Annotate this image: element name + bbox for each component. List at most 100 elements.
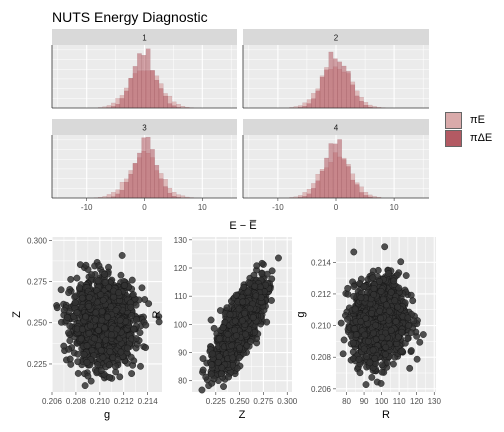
- scatter-point: [82, 313, 90, 321]
- scatter-point: [104, 313, 111, 321]
- scatter-point: [97, 291, 105, 299]
- scatter-point: [74, 350, 82, 358]
- x-axis-label: E − E̅: [229, 220, 257, 232]
- scatter-point: [60, 342, 68, 350]
- x-tick-label: 0.225: [206, 397, 227, 406]
- scatter-point: [109, 354, 117, 362]
- histogram-bar-facet3-series1: [119, 189, 125, 199]
- scatter-point: [65, 289, 72, 297]
- scatter-point: [218, 364, 226, 372]
- scatter-point: [394, 303, 402, 311]
- scatter-point: [381, 243, 389, 251]
- scatter-point: [383, 301, 390, 309]
- scatter-point: [379, 295, 387, 303]
- scatter-point: [65, 345, 73, 353]
- histogram-bar-facet4-series1: [328, 143, 334, 199]
- y-tick-label: 0.300: [27, 236, 48, 245]
- scatter-point: [215, 353, 223, 361]
- scatter-point: [95, 326, 102, 334]
- x-tick-label: 90: [360, 397, 369, 406]
- y-axis-label-0: Z: [11, 311, 23, 318]
- x-tick-label: 0.250: [230, 397, 251, 406]
- legend-label-pi-e: πE: [470, 114, 485, 126]
- scatter-point: [360, 345, 368, 353]
- scatter-point: [378, 333, 386, 341]
- scatter-point: [376, 278, 383, 285]
- scatter-point: [199, 366, 207, 374]
- legend-label-pi-de: πΔE: [470, 132, 493, 144]
- scatter-point: [67, 275, 75, 283]
- histogram-bar-facet4-series1: [311, 188, 316, 199]
- scatter-point: [404, 314, 412, 322]
- scatter-point: [94, 277, 102, 285]
- scatter-point: [82, 261, 90, 269]
- histogram-bar-facet1-series1: [132, 66, 138, 109]
- scatter-point: [361, 331, 369, 339]
- scatter-point: [398, 328, 406, 336]
- scatter-point: [208, 361, 216, 369]
- scatter-point: [101, 279, 109, 287]
- y-axis-label-2: g: [295, 311, 307, 317]
- scatter-point: [405, 322, 413, 330]
- scatter-point: [73, 309, 81, 316]
- scatter-point: [66, 322, 74, 330]
- scatter-point: [198, 386, 206, 394]
- scatter-point: [366, 359, 374, 367]
- y-tick-label: 0.214: [311, 258, 332, 267]
- scatter-point: [137, 362, 144, 370]
- scatter-point: [362, 381, 370, 388]
- x-tick-label: 10: [198, 203, 207, 212]
- scatter-point: [74, 358, 82, 366]
- scatter-point: [98, 316, 106, 324]
- y-axis-label-1: R: [151, 310, 163, 318]
- scatter-point: [127, 303, 135, 311]
- scatter-point: [128, 312, 136, 320]
- scatter-point: [406, 364, 414, 372]
- scatter-point: [377, 380, 385, 387]
- y-tick-label: 80: [178, 377, 187, 386]
- scatter-point: [235, 305, 243, 313]
- scatter-point: [385, 270, 392, 277]
- scatter-point: [74, 370, 82, 377]
- scatter-point: [387, 327, 395, 334]
- histogram-bar-facet3-series1: [150, 149, 155, 199]
- histogram-bar-facet3-series1: [141, 137, 147, 199]
- scatter-point: [228, 342, 236, 350]
- scatter-point: [416, 338, 424, 346]
- scatter-point: [101, 270, 109, 278]
- facet-label-1: 1: [142, 34, 147, 43]
- histogram-bar-facet2-series1: [341, 65, 347, 109]
- x-tick-label: 0: [142, 203, 147, 212]
- scatter-point: [257, 294, 265, 301]
- histogram-bar-facet1-series1: [119, 98, 125, 109]
- scatter-point: [413, 355, 421, 363]
- scatter-point: [238, 317, 246, 325]
- histogram-bar-facet2-series1: [354, 95, 360, 109]
- scatter-point: [117, 271, 125, 279]
- scatter-point: [360, 283, 368, 291]
- scatter-point: [80, 351, 88, 358]
- scatter-point: [352, 331, 360, 339]
- histogram-bar-facet2-series1: [350, 84, 356, 109]
- histogram-bar-facet3-series1: [132, 163, 138, 199]
- histogram-bar-facet3-series1: [167, 192, 173, 199]
- scatter-point: [369, 346, 377, 354]
- scatter-point: [124, 344, 131, 352]
- histogram-bar-facet1-series1: [124, 90, 129, 109]
- scatter-point: [377, 314, 385, 322]
- facet-label-4: 4: [334, 124, 339, 133]
- scatter-point: [83, 342, 91, 350]
- histogram-bar-facet4-series1: [315, 180, 321, 199]
- x-tick-label: 100: [375, 397, 389, 406]
- scatter-point: [220, 383, 227, 390]
- scatter-point: [138, 284, 146, 292]
- scatter-point: [390, 277, 398, 285]
- scatter-point: [84, 372, 92, 380]
- scatter-point: [106, 374, 113, 381]
- histogram-bar-facet1-series1: [167, 103, 173, 109]
- scatter-point: [344, 290, 352, 298]
- scatter-point: [263, 318, 271, 326]
- histogram-bar-facet1-series1: [141, 55, 147, 109]
- scatter-point: [132, 335, 140, 342]
